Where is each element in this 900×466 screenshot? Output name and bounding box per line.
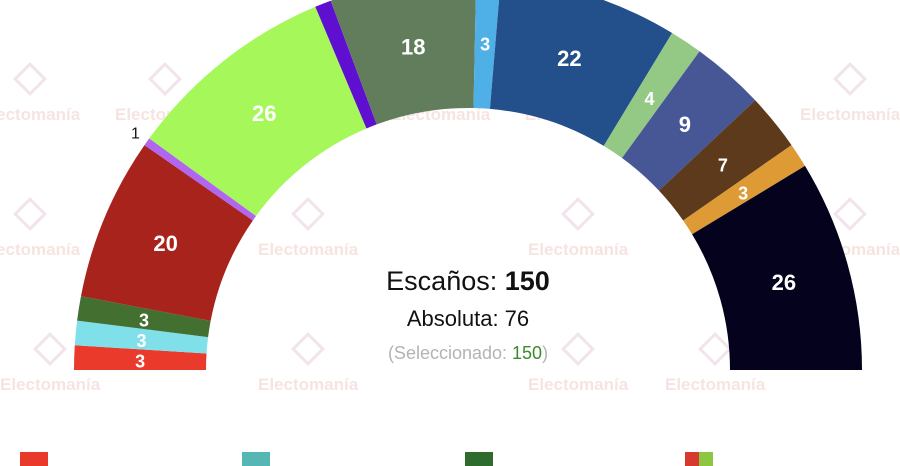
seat-label-3: 20 — [153, 231, 177, 256]
seat-label-1: 3 — [136, 331, 146, 351]
seat-segment-2 — [77, 296, 211, 338]
seat-segment-6 — [315, 0, 377, 129]
legend-swatch — [699, 452, 713, 466]
selected-text: (Seleccionado: 150) — [0, 343, 900, 364]
seat-label-4: 1 — [131, 126, 140, 143]
seat-segment-0 — [74, 345, 207, 370]
selected-close: ) — [542, 343, 549, 363]
seat-segment-13 — [683, 145, 806, 235]
seat-segment-9 — [489, 0, 673, 146]
watermark-text: Electomanía — [0, 375, 101, 394]
seat-label-2: 3 — [139, 311, 149, 331]
seat-label-0: 3 — [135, 352, 145, 372]
seats-label: Escaños: — [386, 266, 498, 296]
watermark-text: Electomanía — [258, 240, 359, 259]
watermark-text: Electomanía — [0, 240, 81, 259]
seat-segment-8 — [473, 0, 500, 109]
seat-label-7: 18 — [401, 35, 425, 60]
legend-swatch — [465, 452, 493, 466]
seat-label-5: 26 — [252, 101, 276, 126]
seat-segment-3 — [80, 145, 253, 321]
seat-label-12: 7 — [718, 156, 728, 176]
selected-value: 150 — [512, 343, 543, 363]
seat-segment-12 — [658, 100, 792, 221]
seat-segment-14 — [692, 165, 862, 370]
seat-label-8: 3 — [480, 34, 490, 54]
seats-total-text: Escaños: 150 — [0, 266, 900, 297]
seat-segment-11 — [621, 51, 756, 191]
seats-total-value: 150 — [504, 266, 550, 296]
seat-label-9: 22 — [557, 46, 581, 71]
watermark-text: Electomanía — [0, 105, 81, 124]
seat-segment-7 — [330, 0, 476, 125]
seat-segment-10 — [603, 32, 700, 159]
watermark-text: Electomanía — [528, 240, 629, 259]
seat-segment-5 — [149, 6, 367, 217]
watermark-text: Electomanía — [258, 375, 359, 394]
seat-label-14: 26 — [772, 270, 796, 295]
legend-swatch — [20, 452, 48, 466]
watermark-text: Electomanía — [665, 375, 766, 394]
majority-text: Absoluta: 76 — [406, 306, 530, 331]
legend-swatch — [685, 452, 699, 466]
watermark-text: Electomanía — [528, 375, 629, 394]
seat-segment-4 — [144, 138, 257, 221]
watermark-text: Electomanía — [800, 105, 900, 124]
legend-swatch — [242, 452, 270, 466]
seat-label-13: 3 — [738, 183, 748, 203]
seat-label-10: 4 — [645, 89, 655, 109]
seat-segment-1 — [74, 320, 209, 354]
seat-label-11: 9 — [679, 112, 691, 137]
selected-label: (Seleccionado: — [387, 343, 513, 363]
